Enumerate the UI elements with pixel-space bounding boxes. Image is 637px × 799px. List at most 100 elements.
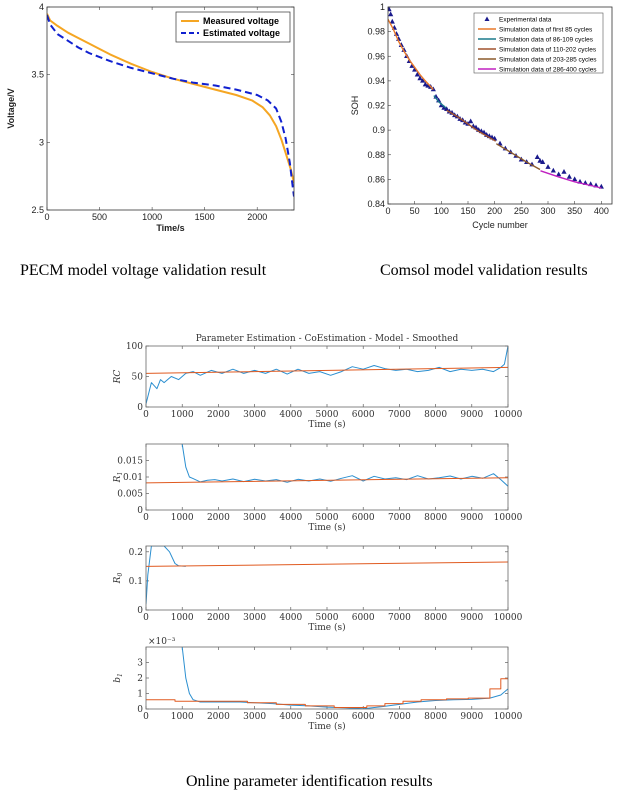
b1-panel-xtick-label: 9000 <box>460 712 483 722</box>
soh-chart-point <box>398 42 404 47</box>
rc-panel-xtick-label: 5000 <box>316 410 339 420</box>
r1-panel-plot-bg <box>146 444 508 510</box>
rc-panel-series-line <box>146 366 508 374</box>
soh-chart-xtick-label: 350 <box>567 206 582 216</box>
soh-chart-xtick-label: 400 <box>594 206 609 216</box>
soh-chart-series-line <box>388 18 434 90</box>
b1-panel-series-line <box>146 678 508 708</box>
r1-panel-xtick-label: 6000 <box>352 513 375 523</box>
soh-chart-point <box>444 106 450 111</box>
r1-panel-xtick-label: 8000 <box>424 513 447 523</box>
rc-panel-ylabel: RC <box>113 370 123 385</box>
soh-chart-xtick-label: 150 <box>460 206 475 216</box>
soh-chart-ytick-label: 0.86 <box>367 174 385 184</box>
b1-panel-ytick-label: 2 <box>137 674 143 684</box>
rc-panel-xtick-label: 6000 <box>352 410 375 420</box>
voltage-chart-series-line <box>47 14 294 197</box>
voltage-chart-xlabel: Time/s <box>156 223 184 233</box>
r0-panel-ylabel: R0 <box>113 573 124 585</box>
rc-panel-xtick-label: 1000 <box>171 410 194 420</box>
soh-chart-point <box>441 104 447 110</box>
soh-chart-ytick-label: 0.88 <box>367 150 385 160</box>
r1-panel-xtick-label: 4000 <box>279 513 302 523</box>
voltage-chart-xtick-label: 1000 <box>142 212 162 222</box>
soh-chart-point <box>572 176 578 182</box>
voltage-chart-xtick-label: 1500 <box>195 212 215 222</box>
soh-chart-xlabel: Cycle number <box>472 220 528 230</box>
soh-chart-frame <box>387 6 613 205</box>
b1-panel-series-group <box>146 647 508 709</box>
b1-panel-xtick-label: 1000 <box>171 712 194 722</box>
rc-panel-xtick-label: 0 <box>143 410 149 420</box>
soh-chart-ytick-label: 0.92 <box>367 101 385 111</box>
caption-online-identification: Online parameter identification results <box>186 773 433 790</box>
voltage-chart-frame <box>46 6 295 211</box>
r0-panel-xtick-label: 7000 <box>388 613 411 623</box>
soh-chart-point <box>540 159 546 164</box>
rc-panel-xtick-label: 9000 <box>460 410 483 420</box>
rc-panel-ytick-label: 0 <box>137 403 143 413</box>
soh-chart-series-line <box>540 170 602 189</box>
b1-panel: b1 ×10⁻³ <box>113 637 509 710</box>
b1-panel-xtick-label: 0 <box>143 712 149 722</box>
r0-panel-xtick-label: 5000 <box>316 613 339 623</box>
soh-chart-ytick-label: 1 <box>380 2 385 12</box>
soh-chart-point <box>425 82 431 88</box>
b1-panel-xtick-label: 6000 <box>352 712 375 722</box>
soh-chart-ytick-label: 0.9 <box>372 125 385 135</box>
soh-chart-point <box>537 157 543 163</box>
r1-panel-xtick-label: 7000 <box>388 513 411 523</box>
r1-panel: R1 <box>113 443 509 511</box>
b1-panel-ytick-label: 0 <box>137 705 143 715</box>
r0-panel-xlabel: Time (s) <box>308 622 345 633</box>
soh-chart-point <box>414 71 420 77</box>
r1-panel-series-line <box>181 444 508 487</box>
r1-panel-xtick-label: 2000 <box>207 513 230 523</box>
rc-panel-series-group <box>146 346 508 405</box>
soh-chart-point <box>412 66 418 72</box>
soh-legend-label: Simulation data of 203-285 cycles <box>499 57 597 64</box>
b1-panel-frame <box>145 646 509 710</box>
caption-comsol-validation: Comsol model validation results <box>380 262 588 279</box>
soh-legend-swatch <box>484 16 490 21</box>
rc-panel-xtick-label: 8000 <box>424 410 447 420</box>
voltage-chart-xtick-label: 500 <box>92 212 107 222</box>
soh-chart-ytick-label: 0.96 <box>367 51 385 61</box>
soh-legend-label: Simulation data of first 85 cycles <box>499 27 593 34</box>
r0-panel-xtick-label: 8000 <box>424 613 447 623</box>
voltage-legend-label: Estimated voltage <box>203 28 280 38</box>
b1-panel-xlabel: Time (s) <box>308 721 345 732</box>
r1-panel-xtick-label: 10000 <box>494 513 523 523</box>
rc-panel-ytick-label: 100 <box>126 342 143 352</box>
r0-panel-ytick-label: 0.2 <box>129 548 143 558</box>
rc-panel-title: Parameter Estimation - CoEstimation - Mo… <box>196 334 459 344</box>
soh-chart-xtick-label: 100 <box>434 206 449 216</box>
b1-panel-ytick-label: 3 <box>137 659 143 669</box>
soh-legend-label: Simulation data of 286-400 cycles <box>499 67 597 74</box>
r0-panel-series-line <box>146 561 508 567</box>
b1-panel-xtick-label: 3000 <box>243 712 266 722</box>
rc-panel-xlabel: Time (s) <box>308 419 345 430</box>
soh-chart-point <box>417 75 423 81</box>
rc-panel-xtick-label: 4000 <box>279 410 302 420</box>
voltage-chart-ytick-label: 3.5 <box>31 70 44 80</box>
rc-panel-xtick-label: 2000 <box>207 410 230 420</box>
r1-panel-xtick-label: 1000 <box>171 513 194 523</box>
soh-chart-point <box>497 140 503 146</box>
r0-panel-xtick-label: 1000 <box>171 613 194 623</box>
b1-panel-xtick-label: 2000 <box>207 712 230 722</box>
r1-panel-frame <box>145 443 509 511</box>
soh-chart-point <box>468 118 474 124</box>
r1-panel-ytick-label: 0.005 <box>117 490 143 500</box>
r0-panel-xtick-label: 2000 <box>207 613 230 623</box>
soh-chart-point <box>409 63 415 68</box>
r0-panel-series-group <box>146 546 508 605</box>
voltage-chart: Voltage/V Measured voltage Estimated volta… <box>6 6 295 211</box>
r1-panel-ytick-label: 0 <box>137 506 143 516</box>
soh-chart-series-line <box>433 95 447 109</box>
b1-panel-xtick-label: 7000 <box>388 712 411 722</box>
rc-panel-xtick-label: 7000 <box>388 410 411 420</box>
soh-chart-point <box>401 47 407 52</box>
rc-panel-series-line <box>146 346 508 405</box>
